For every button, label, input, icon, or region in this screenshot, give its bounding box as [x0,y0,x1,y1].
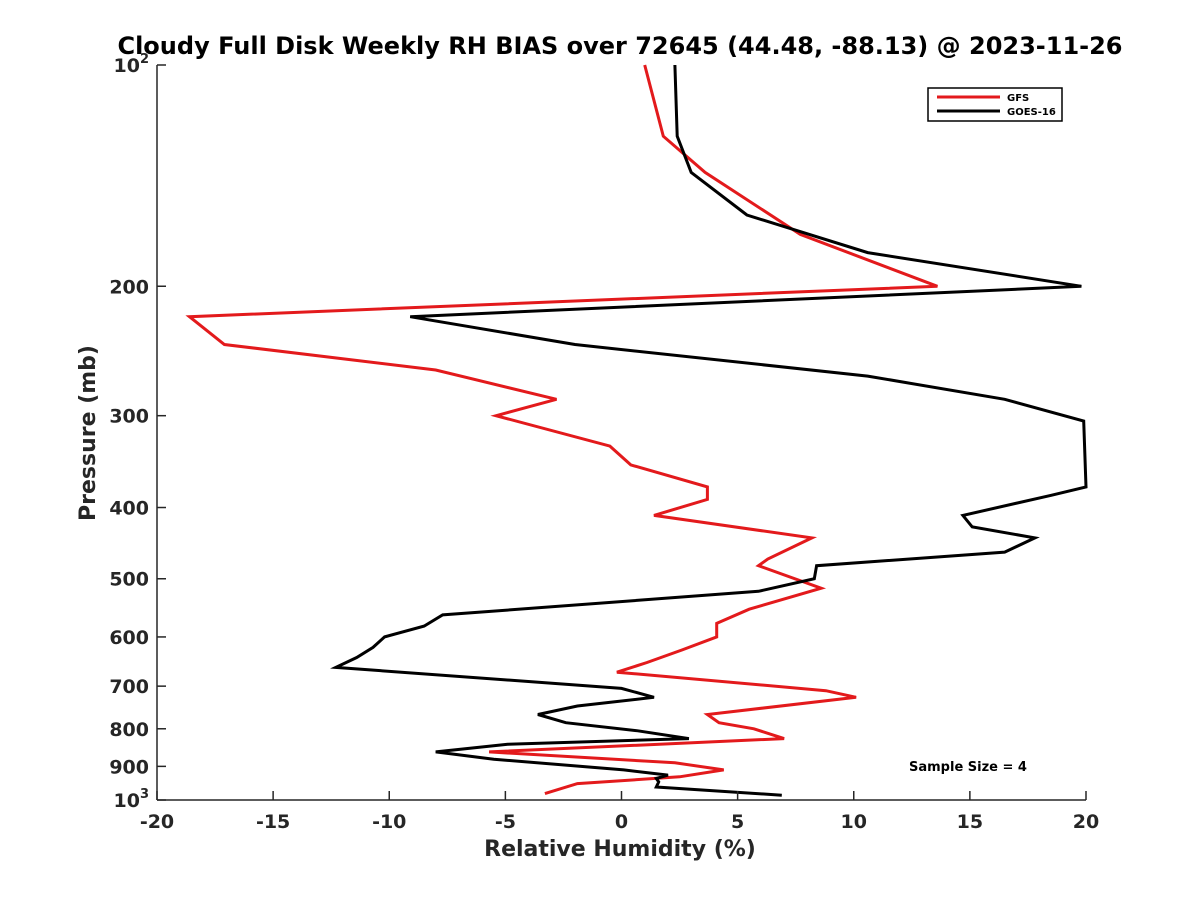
legend-box [927,87,1063,122]
x-tick-label: -5 [495,811,516,833]
axes-layer: -20 -15 -10 -5 0 5 10 15 20 102 200 300 400 500 600 700… [109,52,1099,833]
x-tick-label: 0 [615,811,628,833]
x-tick-label: 5 [731,811,744,833]
series-line-gfs [185,64,938,796]
y-tick-label: 700 [109,676,149,698]
x-tick-label: 15 [957,811,983,833]
y-tick-label: 800 [109,719,149,741]
sample-size-annotation: Sample Size = 4 [909,760,1027,775]
x-axis-label: Relative Humidity (%) [484,837,756,862]
legend: GFS GOES-16 [927,87,1063,122]
x-tick-label: 10 [841,811,867,833]
x-tick-label: -15 [256,811,290,833]
y-tick-label: 600 [109,627,149,649]
y-tick-label: 900 [109,756,149,778]
x-tick-label: 20 [1073,811,1099,833]
x-tick-label: -10 [372,811,406,833]
chart-title: Cloudy Full Disk Weekly RH BIAS over 726… [117,32,1122,60]
series-line-goes16 [330,64,1088,797]
y-tick-label: 102 [114,52,150,77]
x-tick-label: -20 [140,811,174,833]
y-tick-label: 103 [114,787,150,812]
y-tick-label: 200 [109,276,149,298]
legend-label-goes16: GOES-16 [1007,107,1056,118]
y-tick-label: 300 [109,406,149,428]
y-tick-label: 400 [109,498,149,520]
series-layer [185,64,1088,797]
y-axis-label: Pressure (mb) [76,345,101,521]
y-tick-label: 500 [109,569,149,591]
legend-label-gfs: GFS [1007,93,1029,104]
